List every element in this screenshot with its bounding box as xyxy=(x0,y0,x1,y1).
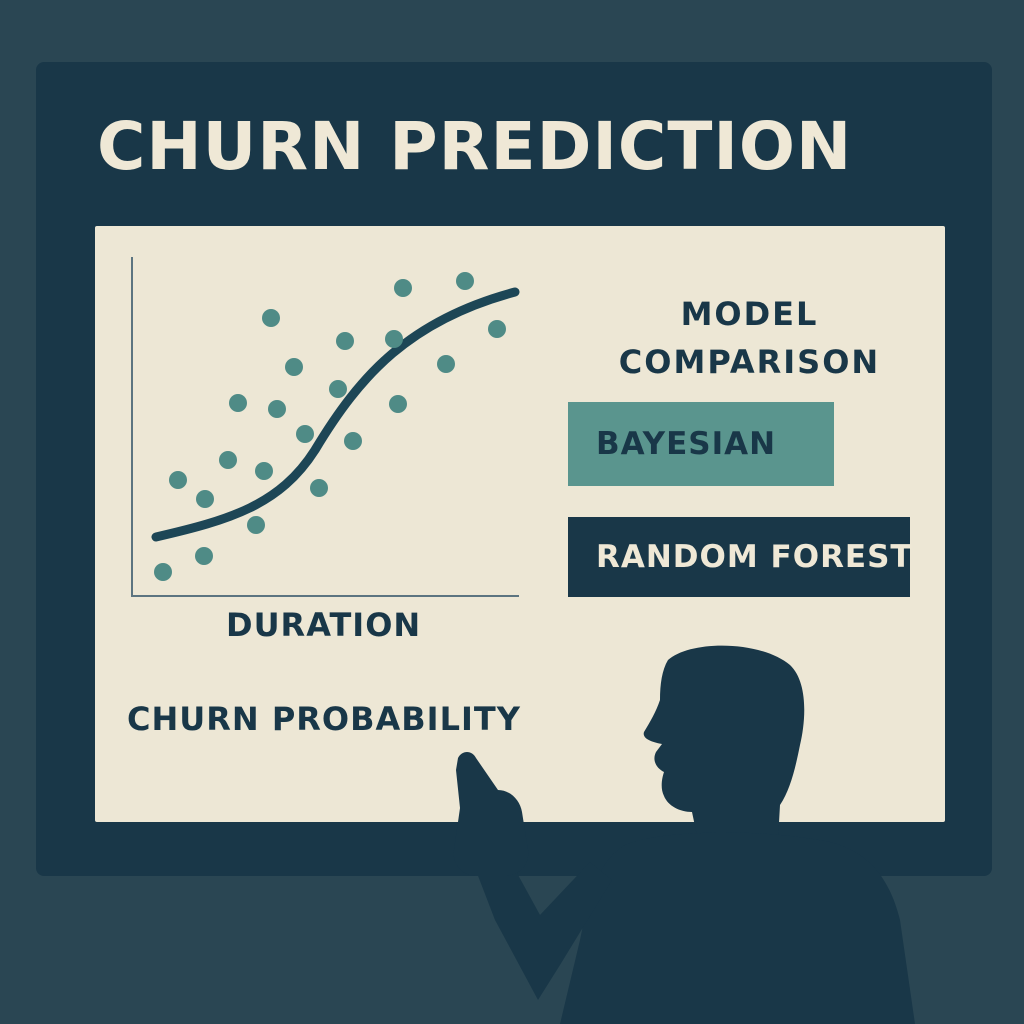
data-point xyxy=(219,451,237,469)
random-forest-button[interactable]: RANDOM FOREST xyxy=(568,517,912,597)
data-point xyxy=(344,432,362,450)
data-point xyxy=(389,395,407,413)
data-point xyxy=(154,563,172,581)
data-point xyxy=(195,547,213,565)
data-point xyxy=(437,355,455,373)
x-axis-label: DURATION xyxy=(226,606,422,644)
data-point xyxy=(229,394,247,412)
data-point xyxy=(262,309,280,327)
model-comparison-heading: MODEL COMPARISON xyxy=(612,290,887,386)
x-axis xyxy=(131,595,519,597)
data-point xyxy=(268,400,286,418)
data-point xyxy=(285,358,303,376)
data-point xyxy=(385,330,403,348)
data-point xyxy=(296,425,314,443)
data-point xyxy=(255,462,273,480)
bayesian-button[interactable]: BAYESIAN xyxy=(568,402,834,486)
data-point xyxy=(169,471,187,489)
data-point xyxy=(456,272,474,290)
data-point xyxy=(329,380,347,398)
data-point xyxy=(310,479,328,497)
y-axis-label: CHURN PROBABILITY xyxy=(127,700,521,738)
trend-curve xyxy=(151,287,520,542)
data-point xyxy=(196,490,214,508)
data-point xyxy=(336,332,354,350)
page-title: CHURN PREDICTION xyxy=(97,108,853,185)
data-point xyxy=(247,516,265,534)
y-axis xyxy=(131,257,133,597)
data-point xyxy=(488,320,506,338)
heading-line-2: COMPARISON xyxy=(618,343,881,381)
heading-line-1: MODEL xyxy=(680,295,819,333)
data-point xyxy=(394,279,412,297)
